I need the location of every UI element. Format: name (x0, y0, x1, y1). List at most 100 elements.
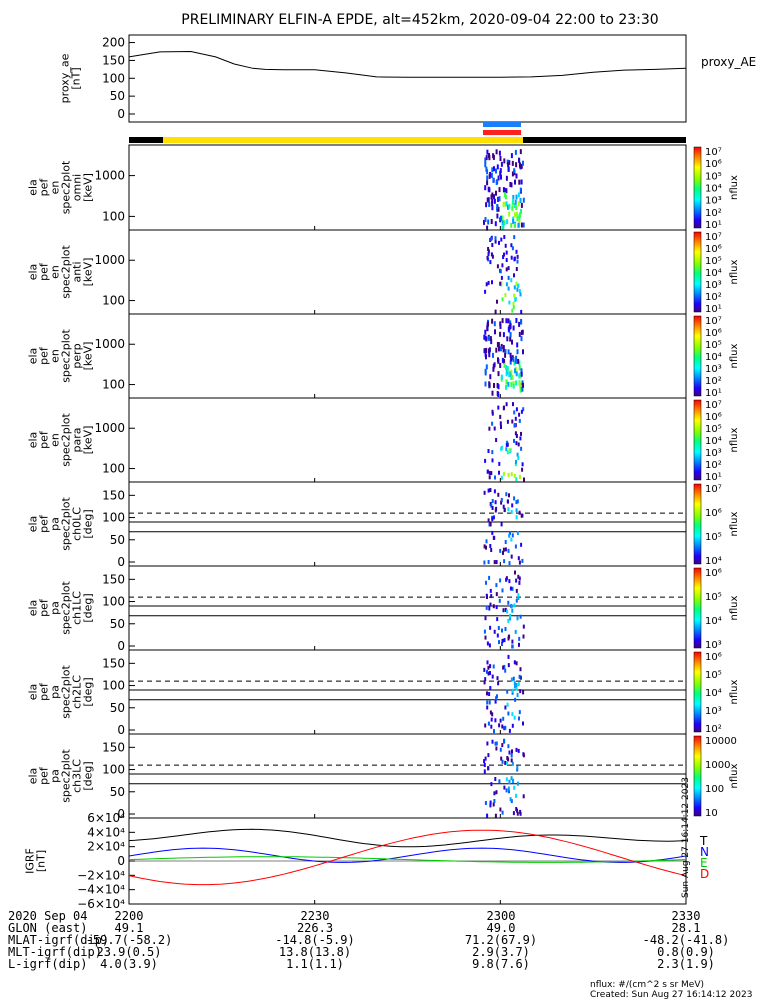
pa_spec_ch1-cell (489, 626, 491, 630)
en_spec_para-cell (521, 468, 523, 472)
en_spec_para-cell (501, 476, 503, 480)
panel-pa_spec_ch3: 15010050010000100010010nfluxelapefpaspec… (27, 734, 741, 821)
en_spec_anti-cell (517, 255, 519, 259)
pa_spec_ch0-cell (495, 509, 497, 513)
pa_spec_ch1-cell (490, 594, 492, 598)
en_spec_omni-colorbar (694, 147, 701, 228)
pa_spec_ch2-cell (483, 668, 485, 672)
pa_spec_ch0-cell (492, 506, 494, 510)
en_spec_omni-cell (488, 153, 490, 158)
en_spec_omni-cell (488, 202, 490, 207)
en_spec_omni-cell (493, 166, 495, 171)
pa_spec_ch0-ytick-label: 100 (102, 511, 125, 525)
en_spec_para-cell (515, 460, 517, 464)
pa_spec_ch0-cell (501, 522, 503, 526)
en_spec_perp-cell (489, 374, 491, 379)
pa_spec_ch0-ylabel-line: [deg] (82, 509, 95, 538)
pa_spec_ch1-cell (507, 619, 509, 623)
pa_spec_ch1-colorbar-tick: 10³ (705, 640, 722, 651)
en_spec_perp-cell (507, 382, 509, 387)
pa_spec_ch2-cell (494, 718, 496, 722)
en_spec_omni-cell (487, 198, 489, 203)
pa_spec_ch2-cell (514, 698, 516, 702)
en_spec_omni-cell (521, 203, 523, 208)
pa_spec_ch3-cell (523, 794, 525, 798)
pa_spec_ch1-cell (518, 643, 520, 647)
panel-igrf: 6×10⁴4×10⁴2×10⁴0−2×10⁴−4×10⁴−6×10⁴TNEDIG… (24, 811, 710, 911)
en_spec_para-cell (515, 441, 517, 445)
panel-pa_spec_ch0: 15010050010⁷10⁶10⁵10⁴nfluxelapefpaspec2p… (27, 482, 741, 569)
en_spec_anti-cell (500, 269, 502, 273)
pa_spec_ch2-cell (497, 681, 499, 685)
en_spec_omni-cell (497, 164, 499, 169)
en_spec_omni-cell (511, 153, 513, 158)
en_spec_anti-cell (503, 235, 505, 239)
pa_spec_ch1-ytick-label: 50 (110, 617, 125, 631)
pa_spec_ch1-cell (505, 627, 507, 631)
pa_spec_ch0-cell (511, 503, 513, 507)
en_spec_omni-cell (519, 162, 521, 167)
pa_spec_ch1-cell (485, 581, 487, 585)
pa_spec_ch2-cell (512, 689, 514, 693)
en_spec_perp-colorbar-label: nflux (729, 343, 740, 368)
igrf-series-E (129, 857, 686, 863)
igrf-ytick-label: 6×10⁴ (87, 811, 125, 825)
pa_spec_ch1-cell (486, 606, 488, 610)
footer-row-value: 2.3(1.9) (657, 957, 715, 971)
pa_spec_ch3-cell (486, 742, 488, 746)
pa_spec_ch0-cell (507, 500, 509, 504)
pa_spec_ch1-cell (488, 576, 490, 580)
en_spec_omni-cell (521, 180, 523, 185)
proxy-ae-ylabel: proxy_ae[nT] (59, 53, 83, 103)
pa_spec_ch2-cell (490, 711, 492, 715)
pa_spec_ch3-cell (496, 790, 498, 794)
en_spec_omni-colorbar-tick: 10⁴ (705, 184, 722, 195)
pa_spec_ch2-cell (500, 719, 502, 723)
en_spec_anti-cell (520, 292, 522, 296)
en_spec_perp-colorbar-tick: 10⁵ (705, 340, 722, 351)
pa_spec_ch2-ytick-label: 50 (110, 701, 125, 715)
pa_spec_ch0-cell (484, 544, 486, 548)
pa_spec_ch3-cell (517, 782, 519, 786)
pa_spec_ch0-cell (505, 540, 507, 544)
pa_spec_ch2-cell (492, 675, 494, 679)
pa_spec_ch3-cell (515, 807, 517, 811)
en_spec_anti-cell (497, 264, 499, 268)
en_spec_perp-cell (504, 363, 506, 368)
en_spec_anti-colorbar-tick: 10² (705, 292, 722, 303)
pa_spec_ch3-cell (511, 754, 513, 758)
pa_spec_ch2-cell (491, 718, 493, 722)
en_spec_anti-cell (502, 255, 504, 259)
en_spec_para-ytick-label: 100 (102, 462, 125, 476)
en_spec_para-cell (501, 446, 503, 450)
proxy-ae-ytick-label: 200 (102, 36, 125, 50)
en_spec_omni-cell (495, 221, 497, 226)
en_spec_omni-cell (486, 175, 488, 180)
pa_spec_ch2-cell (511, 712, 513, 716)
pa_spec_ch3-cell (511, 749, 513, 753)
pa_spec_ch1-cell (505, 578, 507, 582)
en_spec_omni-cell (484, 185, 486, 190)
pa_spec_ch3-cell (487, 766, 489, 770)
en_spec_para-cell (495, 438, 497, 442)
en_spec_para-cell (499, 415, 501, 419)
en_spec_omni-cell (511, 206, 513, 211)
en_spec_perp-cell (515, 359, 517, 364)
en_spec_anti-cell (487, 256, 489, 260)
en_spec_perp-cell (507, 366, 509, 371)
pa_spec_ch1-cell (490, 589, 492, 593)
en_spec_perp-cell (497, 357, 499, 362)
pa_spec_ch1-cell (497, 634, 499, 638)
pa_spec_ch2-cell (514, 660, 516, 664)
pa_spec_ch0-cell (505, 547, 507, 551)
en_spec_anti-cell (516, 288, 518, 292)
en_spec_anti-cell (495, 236, 497, 240)
en_spec_anti-colorbar-label: nflux (729, 259, 740, 284)
en_spec_perp-colorbar-tick: 10² (705, 376, 722, 387)
en_spec_anti-cell (513, 273, 515, 277)
pa_spec_ch2-cell (486, 701, 488, 705)
pa_spec_ch0-cell (490, 548, 492, 552)
pa_spec_ch0-ylabel: elapefpaspec2plotch0LC[deg] (27, 497, 95, 551)
pa_spec_ch3-cell (493, 791, 495, 795)
en_spec_para-cell (519, 419, 521, 423)
